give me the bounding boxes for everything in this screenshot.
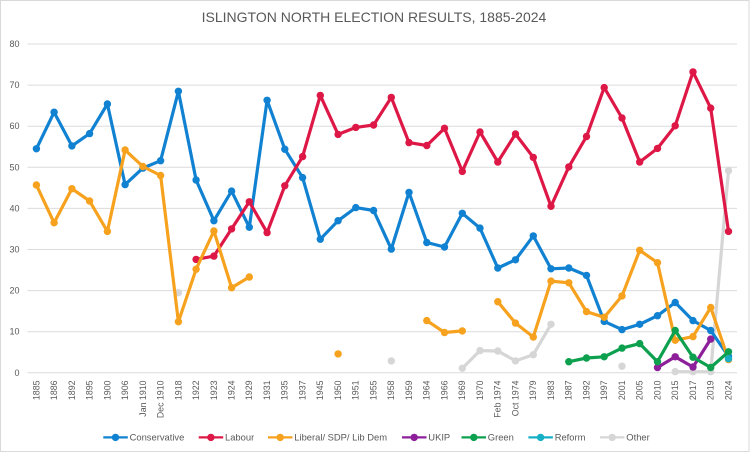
svg-text:1922: 1922 — [191, 380, 201, 400]
svg-text:1906: 1906 — [120, 380, 130, 400]
svg-text:Other: Other — [626, 432, 649, 443]
svg-text:1966: 1966 — [439, 380, 449, 400]
svg-text:Labour: Labour — [225, 432, 254, 443]
svg-text:1964: 1964 — [422, 380, 432, 400]
svg-text:70: 70 — [9, 80, 19, 90]
svg-text:0: 0 — [14, 368, 19, 378]
svg-text:Dec 1910: Dec 1910 — [156, 380, 166, 418]
svg-text:Oct 1974: Oct 1974 — [510, 380, 520, 416]
svg-text:1950: 1950 — [333, 380, 343, 400]
svg-text:60: 60 — [9, 121, 19, 131]
svg-text:ISLINGTON NORTH ELECTION RESUL: ISLINGTON NORTH ELECTION RESULTS, 1885-2… — [202, 9, 547, 25]
svg-text:20: 20 — [9, 286, 19, 296]
svg-text:Reform: Reform — [555, 432, 586, 443]
svg-text:1983: 1983 — [546, 380, 556, 400]
svg-text:Feb 1974: Feb 1974 — [493, 380, 503, 417]
svg-text:10: 10 — [9, 327, 19, 337]
svg-text:1937: 1937 — [298, 380, 308, 400]
svg-text:1929: 1929 — [244, 380, 254, 400]
svg-text:1895: 1895 — [85, 380, 95, 400]
svg-text:1951: 1951 — [351, 380, 361, 400]
svg-text:1931: 1931 — [262, 380, 272, 400]
svg-text:1979: 1979 — [528, 380, 538, 400]
svg-text:2001: 2001 — [617, 380, 627, 400]
svg-text:80: 80 — [9, 39, 19, 49]
svg-text:30: 30 — [9, 245, 19, 255]
svg-text:1955: 1955 — [369, 380, 379, 400]
svg-text:1918: 1918 — [173, 380, 183, 400]
svg-text:1997: 1997 — [599, 380, 609, 400]
svg-text:50: 50 — [9, 162, 19, 172]
svg-text:40: 40 — [9, 203, 19, 213]
svg-text:1886: 1886 — [49, 380, 59, 400]
svg-text:1970: 1970 — [475, 380, 485, 400]
svg-text:Conservative: Conservative — [130, 432, 185, 443]
svg-text:2005: 2005 — [635, 380, 645, 400]
svg-text:1892: 1892 — [67, 380, 77, 400]
svg-text:2015: 2015 — [670, 380, 680, 400]
svg-text:2019: 2019 — [706, 380, 716, 400]
svg-text:1923: 1923 — [209, 380, 219, 400]
svg-text:Jan 1910: Jan 1910 — [138, 380, 148, 416]
svg-text:2017: 2017 — [688, 380, 698, 400]
svg-text:1958: 1958 — [386, 380, 396, 400]
svg-text:1900: 1900 — [102, 380, 112, 400]
svg-text:2010: 2010 — [652, 380, 662, 400]
svg-text:1924: 1924 — [227, 380, 237, 400]
svg-text:1969: 1969 — [457, 380, 467, 400]
svg-text:1959: 1959 — [404, 380, 414, 400]
svg-text:Green: Green — [488, 432, 514, 443]
svg-text:1987: 1987 — [564, 380, 574, 400]
svg-text:1935: 1935 — [280, 380, 290, 400]
svg-text:1945: 1945 — [315, 380, 325, 400]
svg-text:2024: 2024 — [723, 380, 733, 400]
svg-text:1992: 1992 — [581, 380, 591, 400]
svg-text:Liberal/ SDP/ Lib Dem: Liberal/ SDP/ Lib Dem — [294, 432, 387, 443]
svg-text:1885: 1885 — [31, 380, 41, 400]
svg-text:UKIP: UKIP — [428, 432, 450, 443]
